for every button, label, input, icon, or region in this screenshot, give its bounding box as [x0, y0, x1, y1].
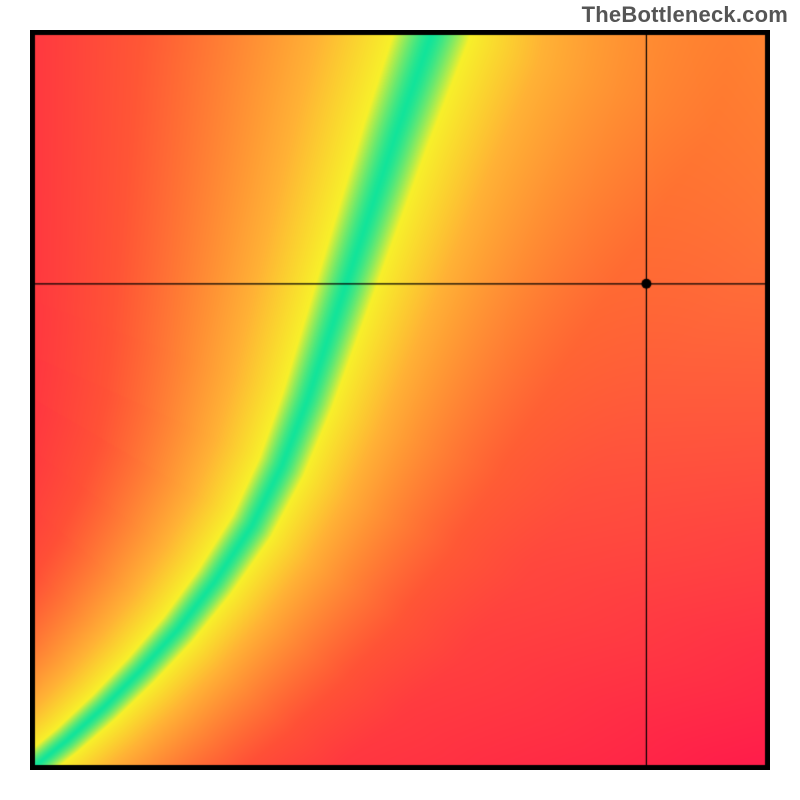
watermark-text: TheBottleneck.com [582, 2, 788, 28]
chart-container: TheBottleneck.com [0, 0, 800, 800]
bottleneck-heatmap [30, 30, 770, 770]
